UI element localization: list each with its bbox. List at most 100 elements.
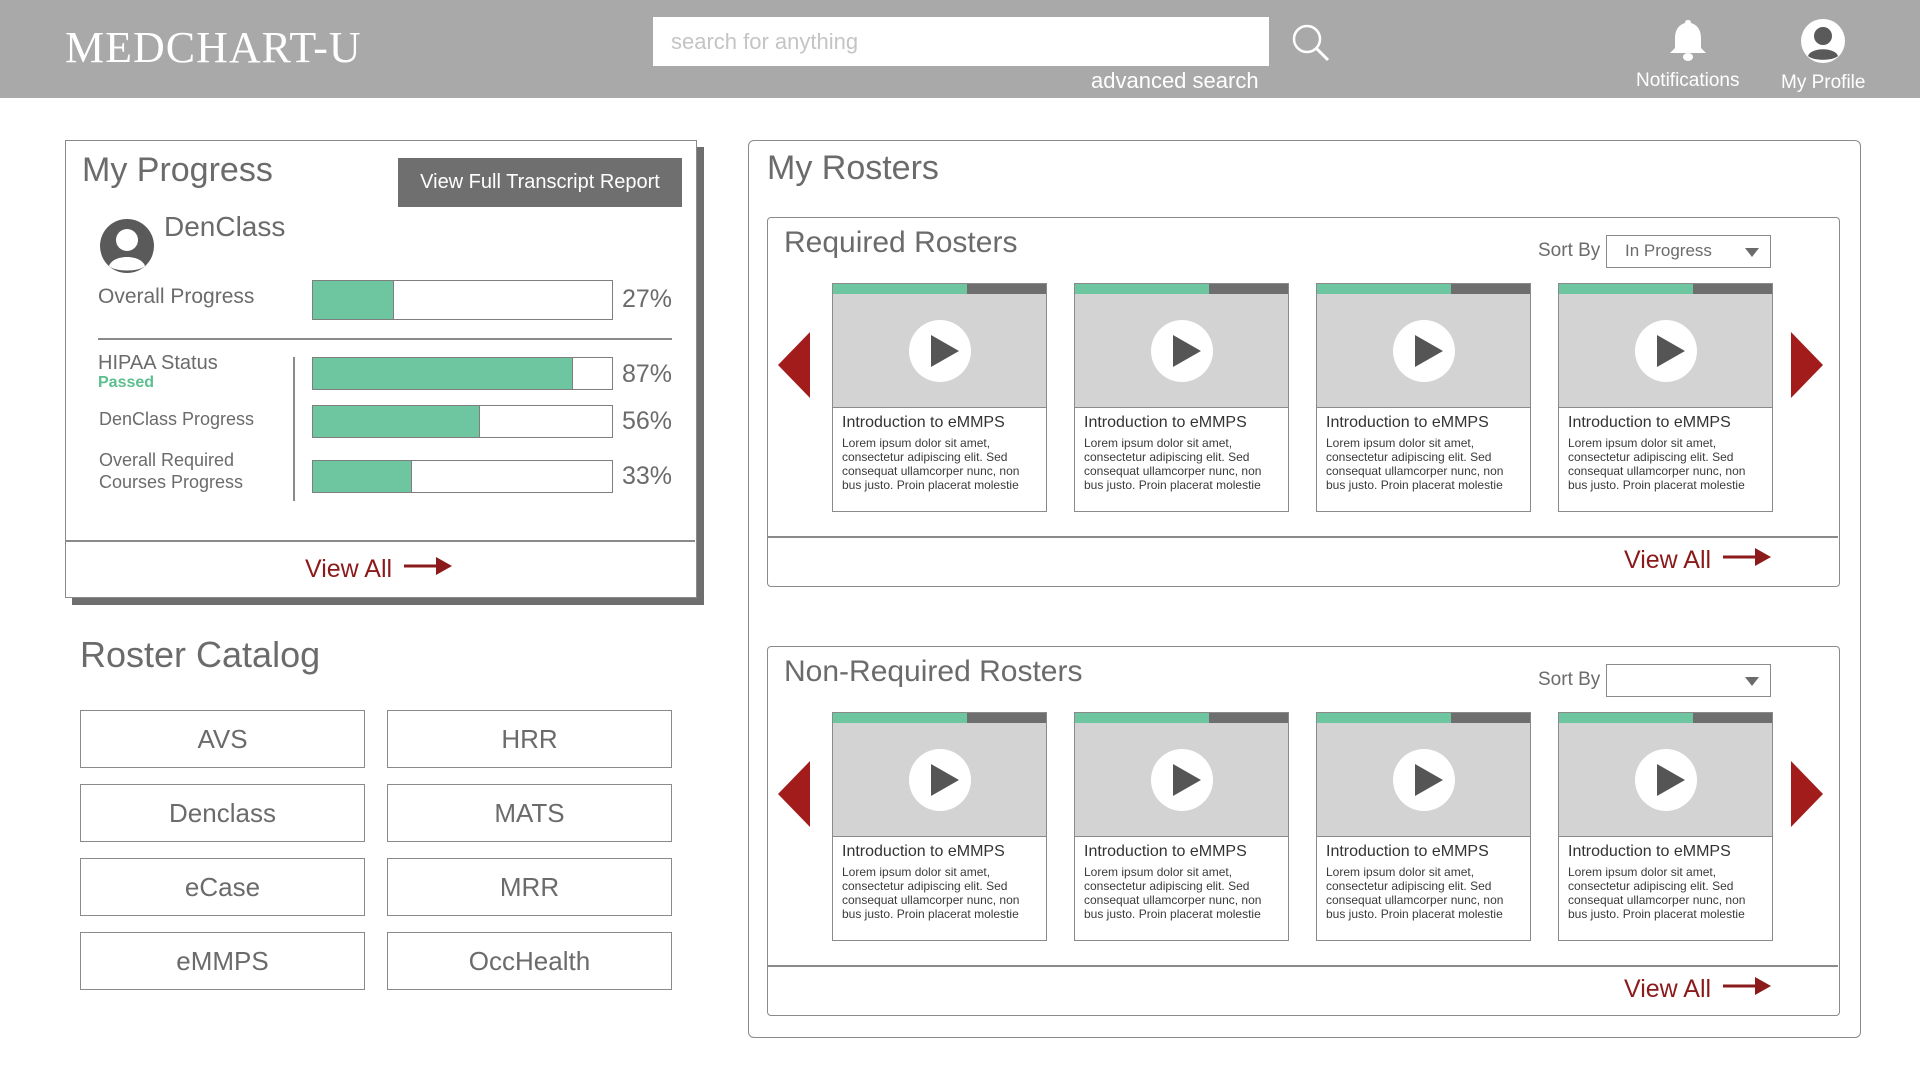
top-header: MEDCHART-U advanced search Notifications… [0, 0, 1920, 98]
card-title: Introduction to eMMPS [842, 414, 1005, 431]
play-icon[interactable] [1635, 749, 1697, 811]
required-sort-select[interactable]: In Progress [1606, 235, 1771, 268]
advanced-search-link[interactable]: advanced search [1091, 68, 1259, 93]
play-icon[interactable] [1393, 320, 1455, 382]
non-required-sort-select[interactable] [1606, 664, 1771, 697]
view-all-label: View All [1624, 546, 1712, 574]
chevron-left-icon[interactable] [778, 761, 810, 827]
arrow-right-icon [1723, 545, 1773, 576]
required-courses-pct: 33% [622, 462, 673, 490]
play-icon[interactable] [909, 749, 971, 811]
search-icon[interactable] [1290, 22, 1332, 64]
roster-card[interactable]: Introduction to eMMPS Lorem ipsum dolor … [832, 283, 1047, 512]
sort-by-label: Sort By [1538, 669, 1601, 690]
video-thumbnail [1559, 723, 1772, 837]
vertical-divider [293, 357, 295, 501]
divider [98, 338, 672, 340]
my-progress-title: My Progress [82, 151, 273, 189]
required-view-all-link[interactable]: View All [1624, 545, 1773, 576]
roster-card[interactable]: Introduction to eMMPS Lorem ipsum dolor … [1558, 712, 1773, 941]
card-progress-bar [1075, 713, 1288, 723]
user-name: DenClass [164, 211, 286, 242]
profile-icon [1781, 18, 1865, 70]
roster-card[interactable]: Introduction to eMMPS Lorem ipsum dolor … [1074, 283, 1289, 512]
catalog-item-ecase[interactable]: eCase [80, 858, 365, 916]
card-title: Introduction to eMMPS [1326, 414, 1489, 431]
catalog-item-occhealth[interactable]: OccHealth [387, 932, 672, 990]
card-description: Lorem ipsum dolor sit amet, consectetur … [1568, 865, 1746, 921]
arrow-right-icon [404, 554, 454, 585]
app-logo[interactable]: MEDCHART-U [65, 23, 362, 72]
caret-down-icon [1745, 677, 1759, 686]
roster-card[interactable]: Introduction to eMMPS Lorem ipsum dolor … [1074, 712, 1289, 941]
my-profile-label: My Profile [1781, 72, 1866, 93]
card-progress-bar [1317, 713, 1530, 723]
caret-down-icon [1745, 248, 1759, 257]
play-icon[interactable] [909, 320, 971, 382]
card-title: Introduction to eMMPS [1084, 414, 1247, 431]
required-courses-label-line2: Courses Progress [99, 472, 244, 492]
search-input[interactable] [653, 17, 1269, 66]
card-progress-bar [1559, 713, 1772, 723]
card-title: Introduction to eMMPS [1326, 843, 1489, 860]
required-rosters-section: Required Rosters Sort By In Progress Int… [767, 217, 1840, 587]
catalog-item-emmps[interactable]: eMMPS [80, 932, 365, 990]
card-progress-fill [1559, 713, 1694, 723]
card-progress-fill [1559, 284, 1694, 294]
denclass-progress-pct: 56% [622, 407, 673, 435]
video-thumbnail [1317, 723, 1530, 837]
catalog-item-denclass[interactable]: Denclass [80, 784, 365, 842]
card-description: Lorem ipsum dolor sit amet, consectetur … [1326, 436, 1504, 492]
video-thumbnail [833, 294, 1046, 408]
play-icon[interactable] [1635, 320, 1697, 382]
required-rosters-title: Required Rosters [784, 226, 1018, 259]
required-courses-label: Overall Required Courses Progress [99, 449, 243, 493]
card-progress-fill [1317, 713, 1452, 723]
catalog-item-hrr[interactable]: HRR [387, 710, 672, 768]
overall-progress-fill [313, 281, 394, 319]
video-thumbnail [1075, 723, 1288, 837]
hipaa-progress-bar [312, 357, 613, 390]
divider [768, 536, 1838, 538]
card-description: Lorem ipsum dolor sit amet, consectetur … [1326, 865, 1504, 921]
progress-view-all-link[interactable]: View All [305, 554, 454, 585]
roster-card[interactable]: Introduction to eMMPS Lorem ipsum dolor … [1558, 283, 1773, 512]
avatar [99, 218, 155, 279]
my-progress-panel: My Progress View Full Transcript Report … [65, 140, 697, 598]
card-progress-bar [1317, 284, 1530, 294]
play-icon[interactable] [1151, 749, 1213, 811]
card-title: Introduction to eMMPS [842, 843, 1005, 860]
hipaa-progress-pct: 87% [622, 360, 673, 388]
catalog-item-mrr[interactable]: MRR [387, 858, 672, 916]
roster-card[interactable]: Introduction to eMMPS Lorem ipsum dolor … [1316, 283, 1531, 512]
overall-progress-pct: 27% [622, 285, 673, 313]
play-icon[interactable] [1151, 320, 1213, 382]
divider [66, 540, 695, 542]
card-title: Introduction to eMMPS [1568, 843, 1731, 860]
chevron-left-icon[interactable] [778, 332, 810, 398]
sort-by-label: Sort By [1538, 240, 1601, 261]
play-icon[interactable] [1393, 749, 1455, 811]
view-transcript-button[interactable]: View Full Transcript Report [398, 158, 682, 207]
my-profile-button[interactable]: My Profile [1781, 18, 1865, 94]
card-progress-bar [1559, 284, 1772, 294]
view-all-label: View All [1624, 975, 1712, 1003]
card-progress-fill [1075, 713, 1210, 723]
notifications-button[interactable]: Notifications [1636, 18, 1740, 92]
card-progress-bar [1075, 284, 1288, 294]
video-thumbnail [1317, 294, 1530, 408]
chevron-right-icon[interactable] [1791, 761, 1823, 827]
card-progress-bar [833, 713, 1046, 723]
required-courses-label-line1: Overall Required [99, 450, 235, 470]
hipaa-progress-fill [313, 358, 574, 389]
roster-card[interactable]: Introduction to eMMPS Lorem ipsum dolor … [1316, 712, 1531, 941]
chevron-right-icon[interactable] [1791, 332, 1823, 398]
card-description: Lorem ipsum dolor sit amet, consectetur … [842, 865, 1020, 921]
roster-card[interactable]: Introduction to eMMPS Lorem ipsum dolor … [832, 712, 1047, 941]
card-progress-fill [833, 713, 968, 723]
catalog-item-avs[interactable]: AVS [80, 710, 365, 768]
my-rosters-panel: My Rosters Required Rosters Sort By In P… [748, 140, 1861, 1038]
non-required-view-all-link[interactable]: View All [1624, 974, 1773, 1005]
catalog-item-mats[interactable]: MATS [387, 784, 672, 842]
non-required-rosters-section: Non-Required Rosters Sort By Introductio… [767, 646, 1840, 1016]
